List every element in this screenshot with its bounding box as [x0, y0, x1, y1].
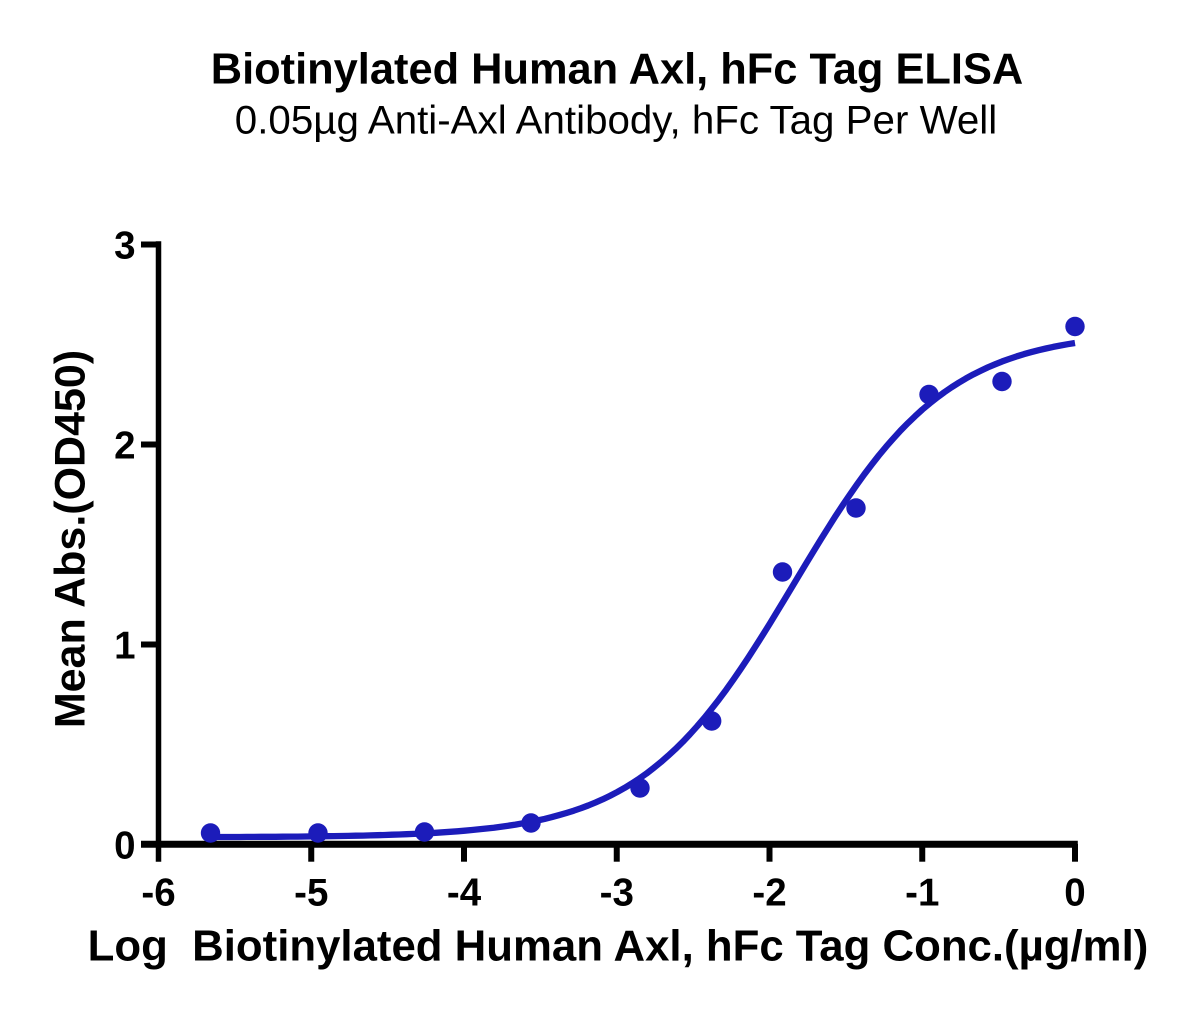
svg-text:Log Biotinylated Human Axl, h: Log Biotinylated Human Axl, hFc Tag Conc…: [88, 921, 1149, 970]
svg-text:-1: -1: [905, 871, 939, 914]
svg-text:-5: -5: [294, 871, 328, 914]
svg-text:1: 1: [114, 624, 135, 667]
svg-text:0: 0: [114, 824, 135, 867]
svg-text:0: 0: [1064, 871, 1085, 914]
svg-text:0.05µg Anti-Axl Antibody, hFc: 0.05µg Anti-Axl Antibody, hFc Tag Per We…: [235, 98, 997, 143]
svg-text:-6: -6: [141, 871, 175, 914]
svg-text:Mean Abs.(OD450): Mean Abs.(OD450): [47, 350, 95, 728]
svg-text:3: 3: [114, 224, 135, 267]
svg-text:Biotinylated Human Axl, hFc Ta: Biotinylated Human Axl, hFc Tag ELISA: [211, 46, 1023, 94]
svg-text:2: 2: [114, 424, 135, 467]
svg-text:-3: -3: [600, 871, 634, 914]
svg-text:-4: -4: [447, 871, 482, 914]
svg-text:-2: -2: [752, 871, 786, 914]
